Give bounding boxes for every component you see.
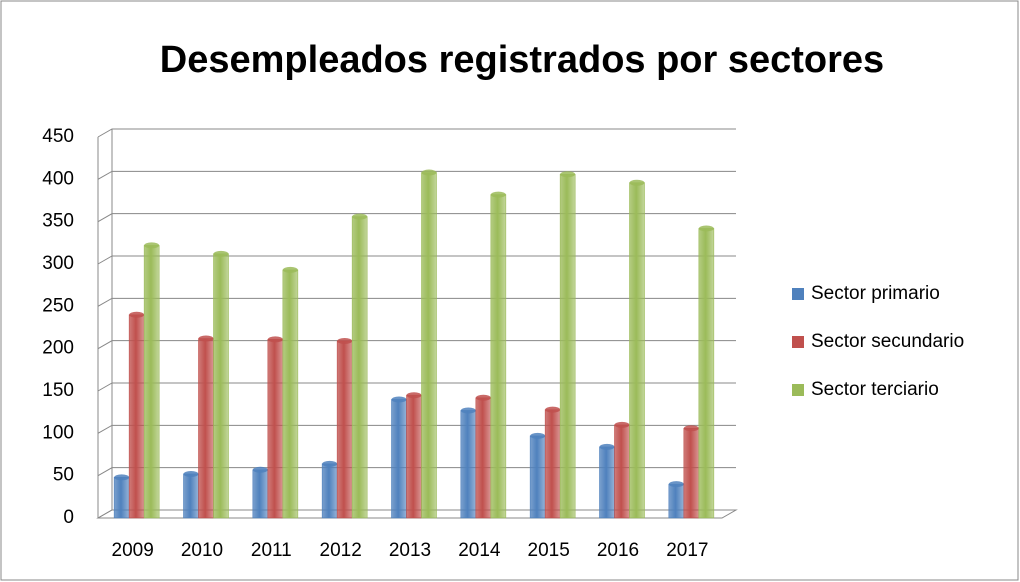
x-tick-label: 2014 [458,540,501,561]
grid-line [97,424,736,434]
y-tick-label: 200 [42,338,74,359]
bar-top [198,335,214,342]
bar-top [629,179,645,186]
y-tick-label: 350 [42,211,74,232]
bar-top [322,460,338,467]
bar-top [530,432,546,439]
bar [143,245,160,519]
bar [698,228,715,519]
bar [668,483,685,519]
bar [198,338,214,519]
bar-top [129,311,145,318]
bar-top [560,171,576,178]
grid-line [97,509,736,519]
bar [113,477,130,519]
bar-top [460,407,476,414]
grid-line [97,467,736,477]
bar [391,399,407,519]
bar [406,394,422,519]
x-tick-label: 2016 [597,540,639,561]
bar [529,435,546,519]
bar [128,314,145,519]
bar-top [475,394,491,401]
bar [321,463,338,519]
y-tick-label: 300 [42,253,74,274]
y-tick-label: 100 [42,422,74,443]
bar [351,216,368,519]
bar [460,410,477,519]
bar-top [144,242,160,249]
bar-top [252,466,268,473]
bar-top [490,191,506,198]
x-tick-label: 2013 [389,540,431,561]
x-tick-label: 2009 [112,540,154,561]
bar-top [282,266,298,273]
bar [213,253,229,519]
grid-line [97,340,736,350]
x-tick-label: 2015 [528,540,570,561]
y-tick-label: 150 [42,380,74,401]
grid-line [97,128,736,138]
bar-top [183,470,199,477]
legend-label: Sector primario [811,283,940,304]
bar-top [668,481,684,488]
bar [282,269,299,519]
y-tick-label: 50 [53,465,74,486]
bar [267,339,284,519]
bar [544,409,561,519]
bar [683,427,700,519]
legend-swatch [792,384,804,396]
bar [183,473,199,519]
legend-label: Sector secundario [811,331,964,352]
bar-top [599,443,615,450]
chart-title: Desempleados registrados por sectores [160,39,884,81]
bar [336,340,353,519]
bar-top [421,169,437,176]
x-tick-label: 2010 [181,540,223,561]
bar [475,397,492,519]
bar-top [267,336,283,343]
bar-top [406,392,422,399]
bar [252,469,269,519]
grid-line [97,297,736,307]
bar-top [213,250,229,257]
y-tick-label: 0 [63,507,74,528]
y-tick-label: 450 [42,126,74,147]
bar-top [114,474,130,481]
legend-swatch [792,336,804,348]
bar [614,424,630,519]
legend-swatch [792,288,804,300]
bar [559,173,576,519]
grid-line [97,255,736,265]
grid-line [97,213,736,223]
bar-top [337,338,353,345]
bar-top [614,421,630,428]
bar [490,194,507,519]
y-tick-label: 400 [42,168,74,189]
bar-top [352,213,368,220]
bar [629,182,645,519]
x-tick-label: 2011 [251,540,292,561]
bar [599,446,615,519]
x-tick-label: 2012 [320,540,362,561]
grid-line [97,170,736,180]
bar-top [545,406,561,413]
bar [421,172,437,519]
grid-line [97,382,736,392]
y-tick-label: 250 [42,295,74,316]
bar-top [683,425,699,432]
bar-top [391,396,407,403]
x-tick-label: 2017 [666,540,708,561]
bar-top [698,225,714,232]
legend-label: Sector terciario [811,379,939,400]
